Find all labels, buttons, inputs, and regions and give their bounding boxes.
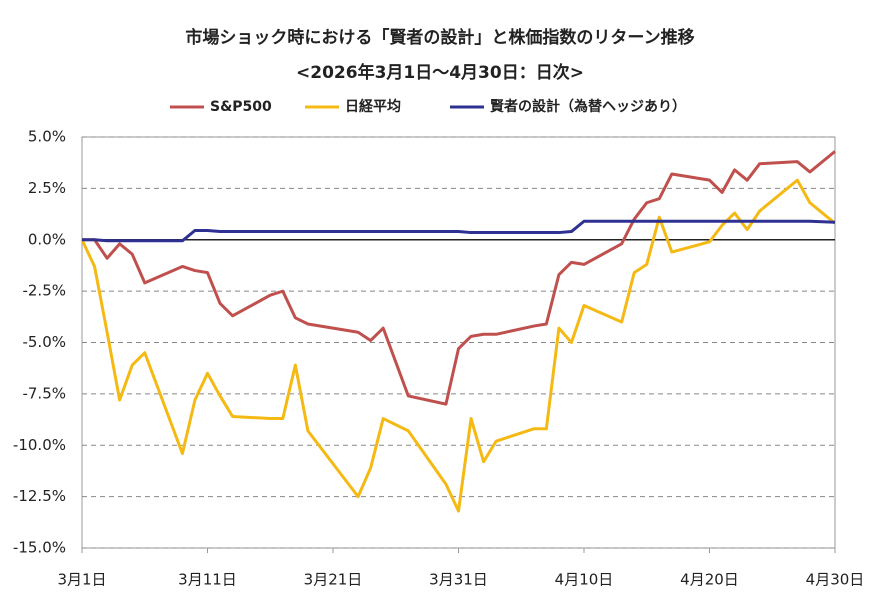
- x-tick-label: 3月21日: [304, 571, 363, 589]
- x-tick-label: 4月20日: [680, 571, 739, 589]
- y-tick-label: -15.0%: [13, 539, 66, 557]
- legend-label: S&P500: [210, 99, 272, 115]
- y-tick-label: -7.5%: [22, 384, 66, 402]
- y-tick-label: 0.0%: [28, 230, 66, 248]
- y-tick-label: 5.0%: [28, 128, 66, 146]
- chart-subtitle: <2026年3月1日〜4月30日：日次>: [296, 62, 584, 83]
- x-tick-label: 4月30日: [806, 571, 865, 589]
- series-line: [82, 150, 836, 406]
- x-tick-label: 3月1日: [57, 571, 106, 589]
- y-tick-label: -10.0%: [13, 436, 66, 454]
- y-tick-label: -2.5%: [22, 282, 66, 300]
- series-line: [82, 219, 836, 243]
- y-tick-label: -12.5%: [13, 487, 66, 505]
- x-tick-label: 3月31日: [429, 571, 488, 589]
- x-tick-label: 3月11日: [178, 571, 237, 589]
- chart-title: 市場ショック時における「賢者の設計」と株価指数のリターン推移: [185, 27, 694, 48]
- y-tick-label: 2.5%: [28, 179, 66, 197]
- legend-label: 賢者の設計（為替ヘッジあり）: [490, 98, 686, 115]
- y-tick-label: -5.0%: [22, 333, 66, 351]
- series-line: [80, 178, 836, 513]
- x-tick-label: 4月10日: [555, 571, 614, 589]
- legend-label: 日経平均: [345, 98, 401, 115]
